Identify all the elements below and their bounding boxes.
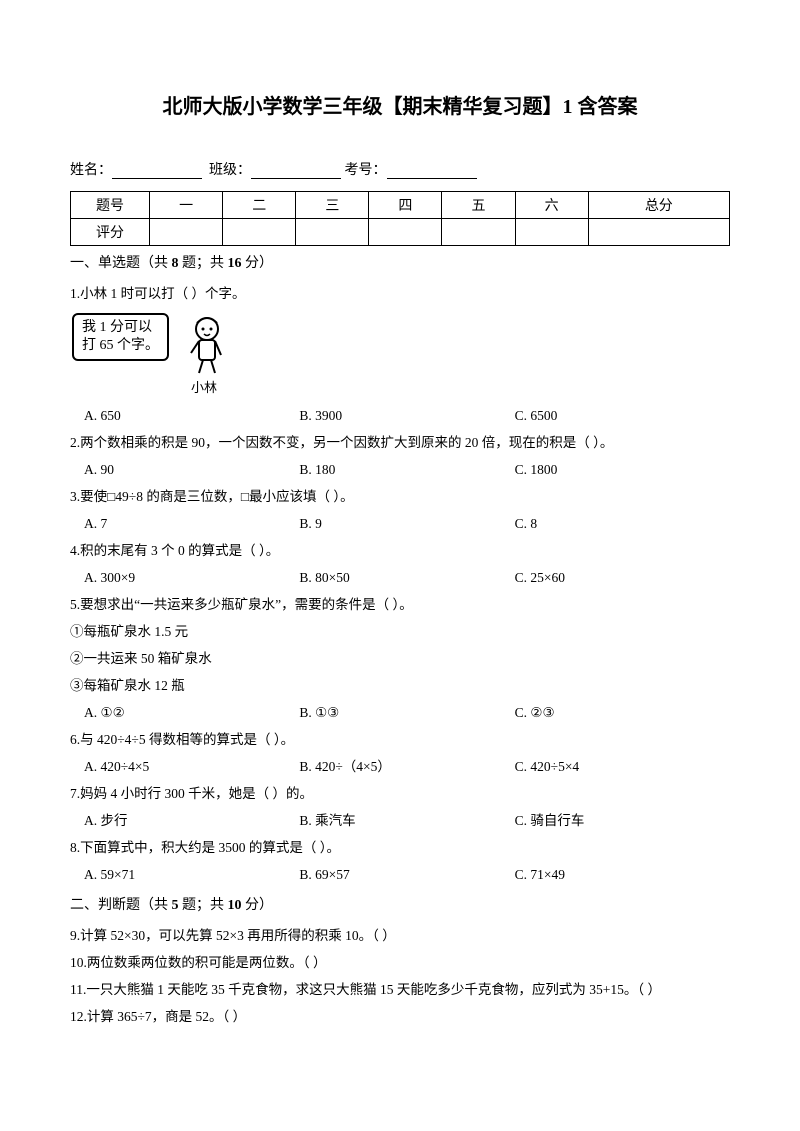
cell[interactable] — [369, 219, 442, 246]
table-row: 评分 — [71, 219, 730, 246]
examno-label: 考号： — [345, 163, 387, 178]
bubble-line: 打 65 个字。 — [82, 338, 159, 353]
cell[interactable] — [296, 219, 369, 246]
cell: 一 — [150, 192, 223, 219]
count: 8 — [172, 256, 179, 271]
question-5-cond1: ①每瓶矿泉水 1.5 元 — [70, 618, 730, 645]
page-title: 北师大版小学数学三年级【期末精华复习题】1 含答案 — [70, 90, 730, 119]
class-label: 班级： — [209, 163, 251, 178]
choice-c[interactable]: C. 420÷5×4 — [515, 753, 730, 780]
question-5-cond3: ③每箱矿泉水 12 瓶 — [70, 672, 730, 699]
points: 10 — [228, 898, 242, 913]
question-7: 7.妈妈 4 小时行 300 千米，她是（ ）的。 — [70, 780, 730, 807]
question-5-cond2: ②一共运来 50 箱矿泉水 — [70, 645, 730, 672]
section-text: 二、判断题（共 — [70, 898, 172, 913]
choice-b[interactable]: B. 180 — [299, 456, 514, 483]
choice-a[interactable]: A. 59×71 — [84, 861, 299, 888]
choice-a[interactable]: A. 90 — [84, 456, 299, 483]
choice-a[interactable]: A. ①② — [84, 699, 299, 726]
kid-icon: 小林 — [179, 313, 229, 396]
choice-b[interactable]: B. 9 — [299, 510, 514, 537]
choice-c[interactable]: C. 25×60 — [515, 564, 730, 591]
choice-c[interactable]: C. 1800 — [515, 456, 730, 483]
question-4-choices: A. 300×9 B. 80×50 C. 25×60 — [70, 564, 730, 591]
choice-c[interactable]: C. ②③ — [515, 699, 730, 726]
question-11: 11.一只大熊猫 1 天能吃 35 千克食物，求这只大熊猫 15 天能吃多少千克… — [70, 976, 730, 1003]
question-8-choices: A. 59×71 B. 69×57 C. 71×49 — [70, 861, 730, 888]
cell: 五 — [442, 192, 515, 219]
student-info-line: 姓名： 班级： 考号： — [70, 159, 730, 179]
question-12: 12.计算 365÷7，商是 52。（ ） — [70, 1003, 730, 1030]
name-label: 姓名： — [70, 163, 112, 178]
section-text: 分） — [242, 256, 274, 271]
section-1-heading: 一、单选题（共 8 题；共 16 分） — [70, 252, 730, 272]
examno-blank[interactable] — [387, 164, 477, 179]
choice-b[interactable]: B. 3900 — [299, 402, 514, 429]
choice-c[interactable]: C. 8 — [515, 510, 730, 537]
section-2-heading: 二、判断题（共 5 题；共 10 分） — [70, 894, 730, 914]
question-8: 8.下面算式中，积大约是 3500 的算式是（ ）。 — [70, 834, 730, 861]
cell[interactable] — [588, 219, 729, 246]
cell: 总分 — [588, 192, 729, 219]
name-blank[interactable] — [112, 164, 202, 179]
choice-a[interactable]: A. 步行 — [84, 807, 299, 834]
choice-b[interactable]: B. ①③ — [299, 699, 514, 726]
question-1-figure: 我 1 分可以 打 65 个字。 小林 — [72, 313, 252, 396]
cell[interactable] — [442, 219, 515, 246]
question-3: 3.要使□49÷8 的商是三位数，□最小应该填（ ）。 — [70, 483, 730, 510]
question-10: 10.两位数乘两位数的积可能是两位数。（ ） — [70, 949, 730, 976]
question-6-choices: A. 420÷4×5 B. 420÷（4×5） C. 420÷5×4 — [70, 753, 730, 780]
question-1: 1.小林 1 时可以打（ ）个字。 — [70, 280, 730, 307]
bubble-line: 我 1 分可以 — [82, 320, 152, 335]
cell: 二 — [223, 192, 296, 219]
cell: 六 — [515, 192, 588, 219]
question-2: 2.两个数相乘的积是 90，一个因数不变，另一个因数扩大到原来的 20 倍，现在… — [70, 429, 730, 456]
question-7-choices: A. 步行 B. 乘汽车 C. 骑自行车 — [70, 807, 730, 834]
table-row: 题号 一 二 三 四 五 六 总分 — [71, 192, 730, 219]
cell[interactable] — [515, 219, 588, 246]
choice-a[interactable]: A. 300×9 — [84, 564, 299, 591]
question-5: 5.要想求出“一共运来多少瓶矿泉水”，需要的条件是（ ）。 — [70, 591, 730, 618]
choice-b[interactable]: B. 420÷（4×5） — [299, 753, 514, 780]
points: 16 — [228, 256, 242, 271]
choice-c[interactable]: C. 6500 — [515, 402, 730, 429]
choice-b[interactable]: B. 乘汽车 — [299, 807, 514, 834]
cell: 题号 — [71, 192, 150, 219]
question-6: 6.与 420÷4÷5 得数相等的算式是（ ）。 — [70, 726, 730, 753]
cell: 评分 — [71, 219, 150, 246]
section-text: 一、单选题（共 — [70, 256, 172, 271]
cell[interactable] — [223, 219, 296, 246]
question-9: 9.计算 52×30，可以先算 52×3 再用所得的积乘 10。（ ） — [70, 922, 730, 949]
question-5-choices: A. ①② B. ①③ C. ②③ — [70, 699, 730, 726]
choice-a[interactable]: A. 420÷4×5 — [84, 753, 299, 780]
question-3-choices: A. 7 B. 9 C. 8 — [70, 510, 730, 537]
question-2-choices: A. 90 B. 180 C. 1800 — [70, 456, 730, 483]
speech-bubble: 我 1 分可以 打 65 个字。 — [72, 313, 169, 361]
section-text: 题；共 — [179, 256, 228, 271]
choice-c[interactable]: C. 71×49 — [515, 861, 730, 888]
cell[interactable] — [150, 219, 223, 246]
count: 5 — [172, 898, 179, 913]
cell: 四 — [369, 192, 442, 219]
choice-b[interactable]: B. 80×50 — [299, 564, 514, 591]
section-text: 题；共 — [179, 898, 228, 913]
section-text: 分） — [242, 898, 274, 913]
question-1-choices: A. 650 B. 3900 C. 6500 — [70, 402, 730, 429]
choice-a[interactable]: A. 650 — [84, 402, 299, 429]
kid-label: 小林 — [179, 377, 229, 396]
cell: 三 — [296, 192, 369, 219]
choice-b[interactable]: B. 69×57 — [299, 861, 514, 888]
question-4: 4.积的末尾有 3 个 0 的算式是（ ）。 — [70, 537, 730, 564]
choice-c[interactable]: C. 骑自行车 — [515, 807, 730, 834]
class-blank[interactable] — [251, 164, 341, 179]
choice-a[interactable]: A. 7 — [84, 510, 299, 537]
score-table: 题号 一 二 三 四 五 六 总分 评分 — [70, 191, 730, 246]
